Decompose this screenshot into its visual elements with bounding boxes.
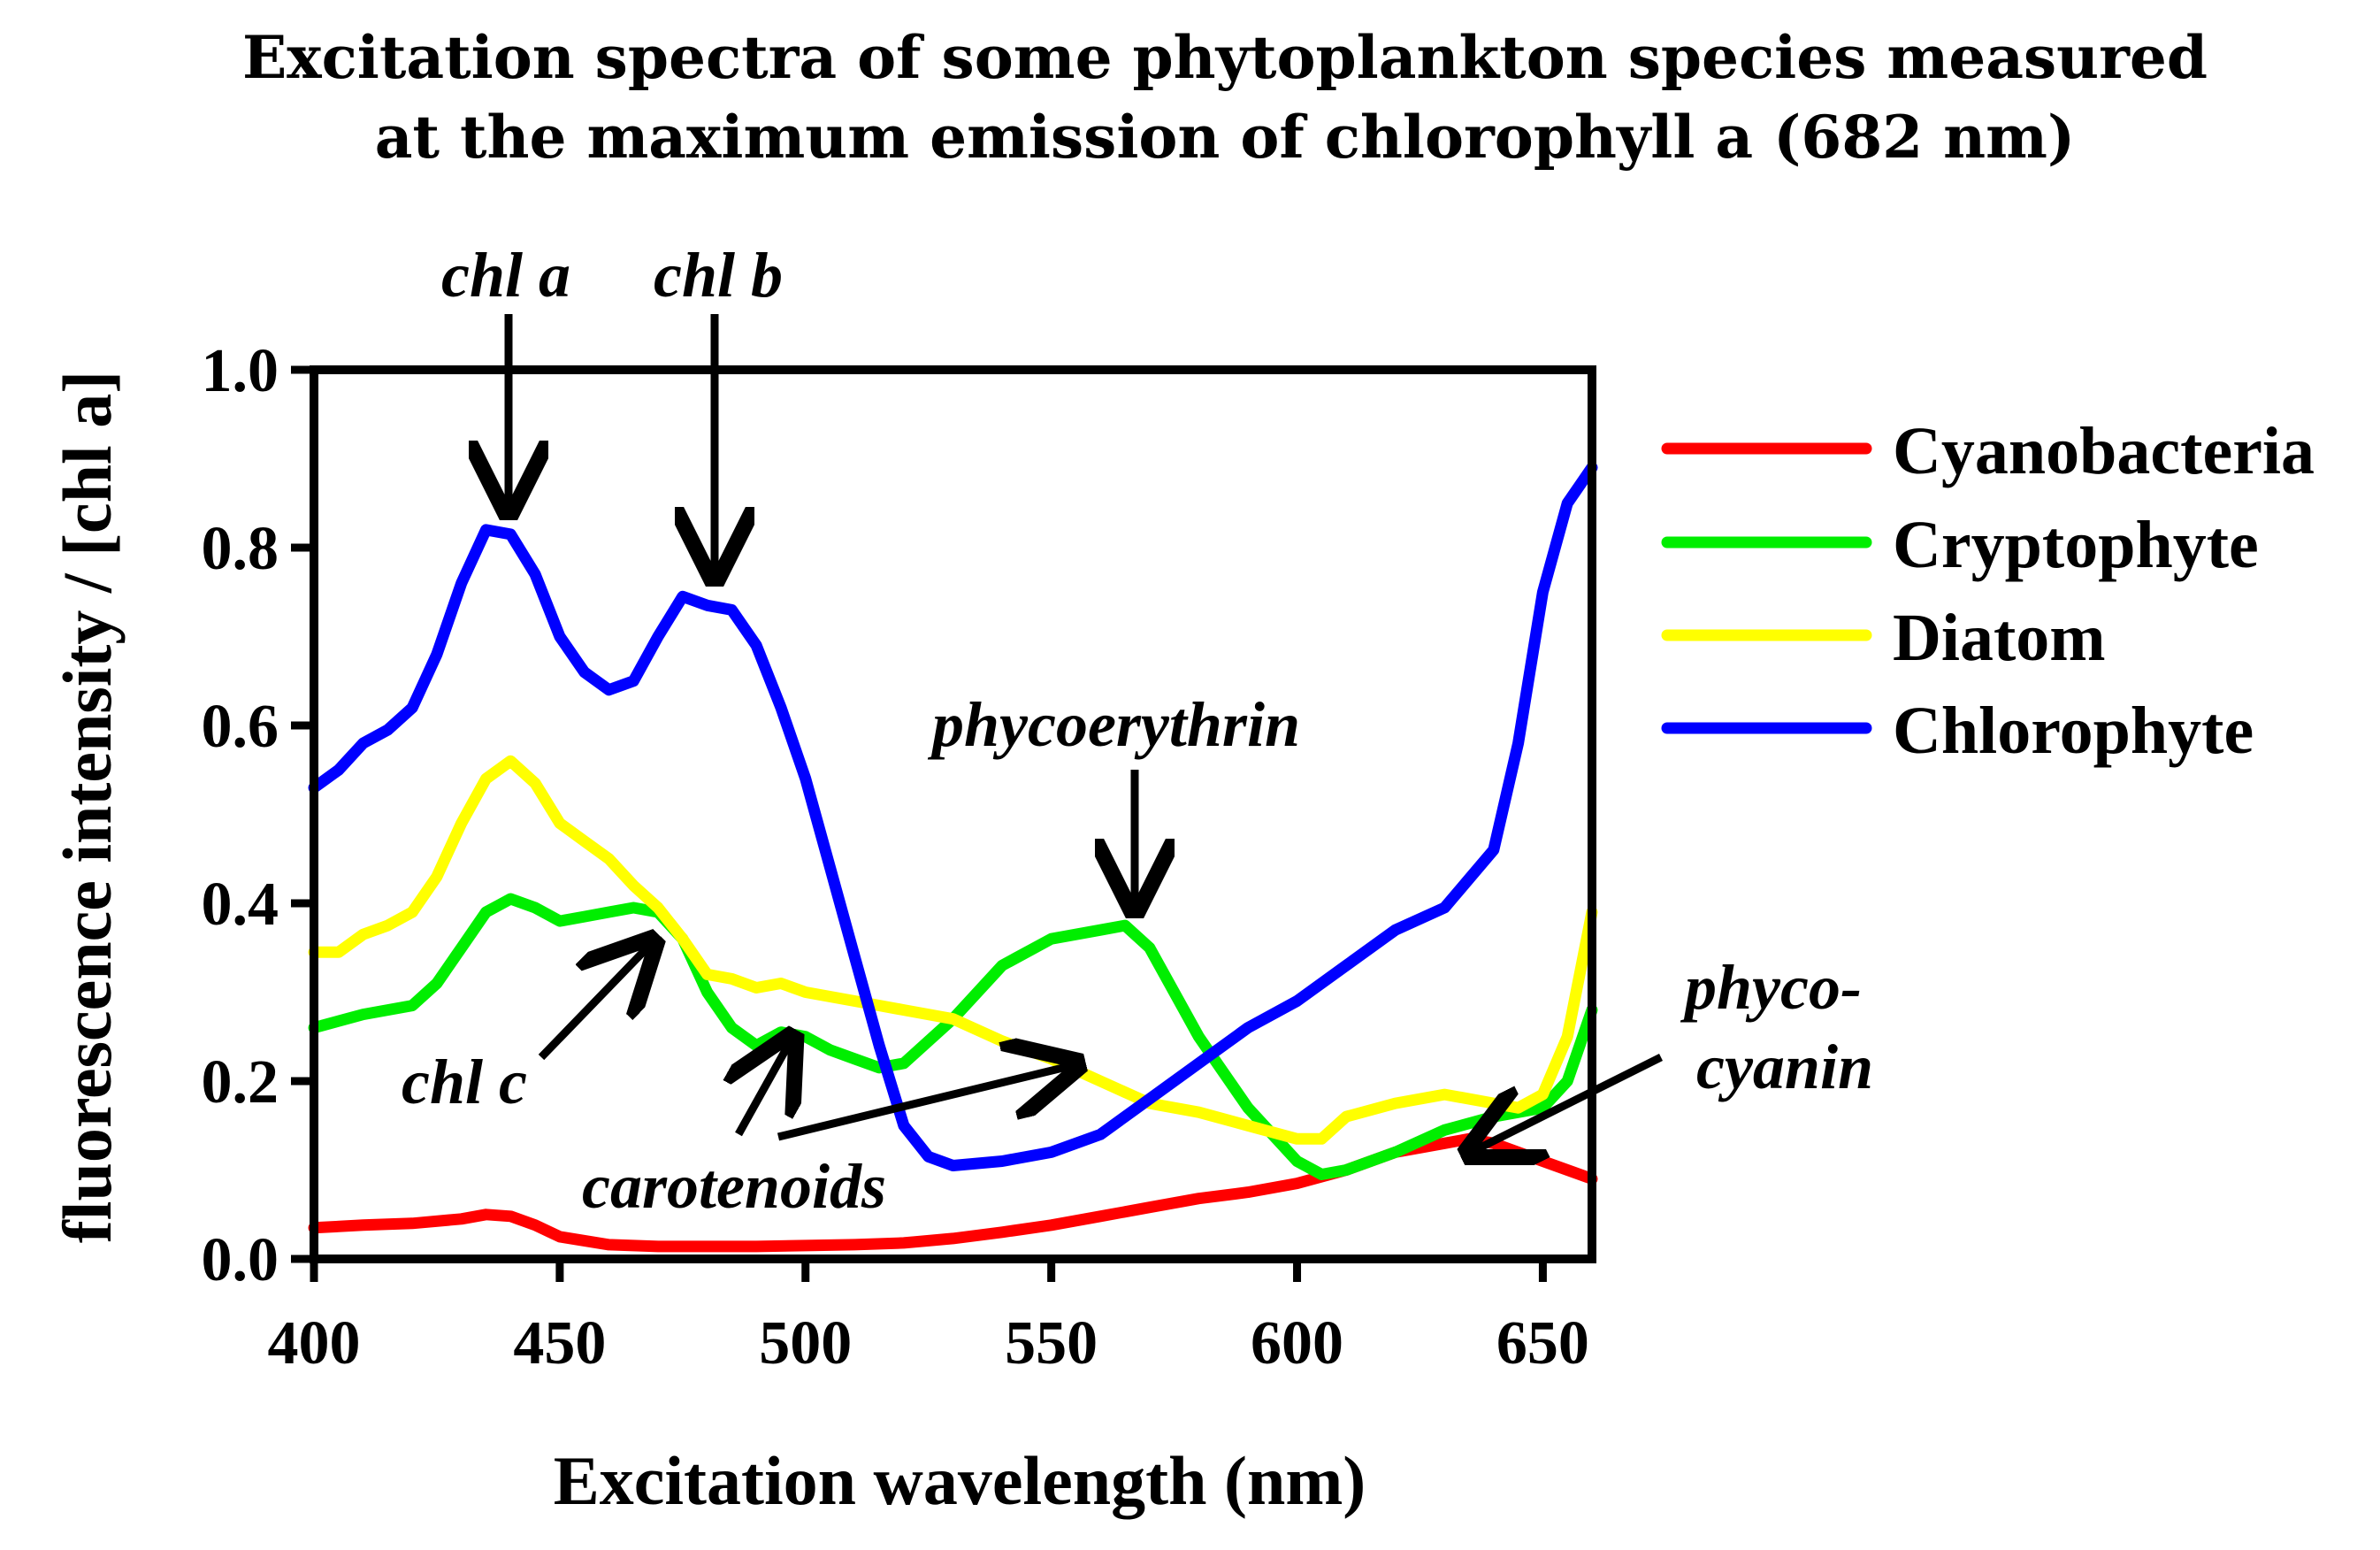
annotations: chl a chl b phycoerythrin chl c caroteno… <box>402 240 1873 1222</box>
legend-label-diatom: Diatom <box>1893 601 2106 675</box>
series-line-cryptophyte <box>308 893 1598 1180</box>
y-tick-label: 0.0 <box>202 1226 279 1294</box>
series-group <box>308 462 1598 1253</box>
y-tick-label: 0.6 <box>202 693 279 761</box>
x-tick-label: 650 <box>1496 1309 1589 1377</box>
x-tick-label: 500 <box>759 1309 852 1377</box>
annotation-phyco: phyco- <box>1680 952 1862 1023</box>
y-tick-label: 1.0 <box>202 337 279 405</box>
legend-item-cryptophyte: Cryptophyte <box>1661 508 2259 582</box>
series-line-chlorophyte <box>308 462 1598 1171</box>
plot-frame <box>310 365 1596 1263</box>
legend-item-cyanobacteria: Cyanobacteria <box>1661 414 2315 488</box>
x-axis-label: Excitation wavelength (nm) <box>554 1442 1366 1519</box>
annotation-chl-c: chl c <box>402 1047 527 1117</box>
legend: Cyanobacteria Cryptophyte Diatom Chlorop… <box>1661 414 2315 768</box>
legend-label-cryptophyte: Cryptophyte <box>1893 508 2259 582</box>
x-tick-label: 550 <box>1005 1309 1098 1377</box>
annotation-chl-a: chl a <box>441 240 570 311</box>
arrow-carotenoids-1 <box>738 1044 789 1137</box>
tick-group: 400 450 500 550 600 650 0.0 0.2 0.4 0.6 0.8 1.0 <box>202 337 1589 1377</box>
annotation-chl-b: chl b <box>654 240 783 311</box>
legend-label-cyanobacteria: Cyanobacteria <box>1893 414 2315 488</box>
y-axis-label: fluorescence intensity / [chl a] <box>49 371 126 1243</box>
y-tick-label: 0.2 <box>202 1048 279 1116</box>
annotation-phycoerythrin: phycoerythrin <box>927 689 1300 760</box>
legend-item-diatom: Diatom <box>1661 601 2106 675</box>
annotation-carotenoids: carotenoids <box>582 1151 886 1222</box>
chart-title-line-1: Excitation spectra of some phytoplankton… <box>242 23 2208 92</box>
legend-item-chlorophyte: Chlorophyte <box>1661 694 2254 768</box>
legend-label-chlorophyte: Chlorophyte <box>1893 694 2254 768</box>
arrow-chl-c <box>538 947 648 1061</box>
series-line-diatom <box>308 755 1598 1145</box>
x-tick-label: 400 <box>268 1309 361 1377</box>
chart-title-line-2: at the maximum emission of chlorophyll a… <box>375 103 2075 172</box>
annotation-cyanin: cyanin <box>1696 1032 1873 1102</box>
x-tick-label: 600 <box>1251 1309 1343 1377</box>
y-tick-label: 0.8 <box>202 515 279 583</box>
y-tick-label: 0.4 <box>202 871 279 939</box>
arrow-phycocyanin <box>1475 1053 1664 1150</box>
arrow-carotenoids-2 <box>777 1066 1070 1141</box>
x-tick-label: 450 <box>513 1309 606 1377</box>
